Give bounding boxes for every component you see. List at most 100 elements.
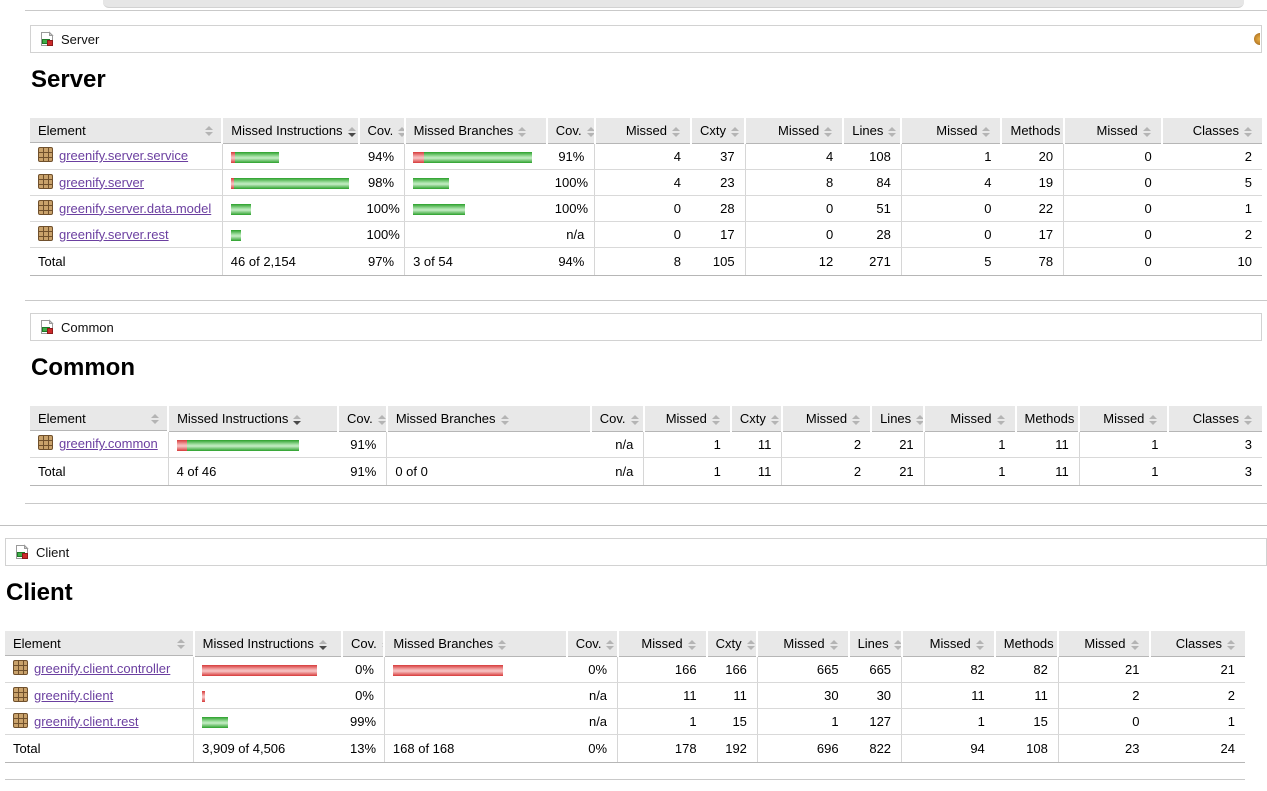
column-header-methods-10[interactable]: Methods — [993, 631, 1059, 657]
column-header-element-0[interactable]: Element — [30, 406, 168, 431]
sort-down-arrow — [176, 644, 185, 649]
branches-coverage-bar — [386, 431, 591, 458]
package-link[interactable]: greenify.client.rest — [34, 713, 139, 729]
column-header-missed-5[interactable]: Missed — [642, 406, 731, 432]
column-header-missed-11[interactable]: Missed — [1057, 631, 1150, 657]
sort-down-arrow — [1142, 132, 1151, 137]
column-header-missed-7[interactable]: Missed — [780, 406, 872, 432]
sort-up-arrow — [687, 639, 696, 644]
column-header-missed-branches-3[interactable]: Missed Branches — [385, 406, 591, 432]
metric-cell-missed: 1 — [643, 431, 731, 458]
total-instructions-coverage: 97% — [358, 247, 405, 276]
page-title: Server — [31, 66, 106, 93]
branches-coverage-bar — [404, 169, 547, 196]
column-header-missed-9[interactable]: Missed — [900, 118, 1002, 144]
package-link[interactable]: greenify.client — [34, 687, 114, 703]
metric-cell-classes: 21 — [1149, 656, 1245, 683]
sort-icon — [996, 414, 1005, 425]
column-header-classes-12[interactable]: Classes — [1167, 406, 1262, 432]
sort-icon — [1244, 126, 1252, 137]
column-header-missed-7[interactable]: Missed — [744, 118, 844, 144]
column-header-missed-11[interactable]: Missed — [1062, 118, 1162, 144]
column-header-element-0[interactable]: Element — [30, 118, 222, 143]
column-header-cov-2[interactable]: Cov. — [336, 406, 387, 432]
total-missed-instructions: 4 of 46 — [167, 457, 338, 486]
column-label: Lines — [880, 411, 912, 427]
sort-up-arrow — [586, 126, 595, 131]
column-header-classes-12[interactable]: Classes — [1148, 631, 1245, 657]
column-header-cov-4[interactable]: Cov. — [545, 118, 595, 144]
element-cell: greenify.server.data.model — [30, 195, 223, 222]
metric-cell-missed: 21 — [1057, 656, 1150, 683]
sessions-clock-icon[interactable] — [1254, 33, 1260, 45]
package-link[interactable]: greenify.client.controller — [34, 661, 171, 677]
column-header-missed-9[interactable]: Missed — [923, 406, 1016, 432]
total-metric-missed: 178 — [617, 734, 707, 763]
column-header-lines-8[interactable]: Lines — [842, 118, 902, 144]
sort-up-arrow — [852, 414, 861, 419]
column-header-missed-5[interactable]: Missed — [593, 118, 691, 144]
sort-up-arrow — [1244, 126, 1252, 131]
column-header-missed-9[interactable]: Missed — [900, 631, 995, 657]
instructions-bar — [176, 439, 299, 451]
sort-up-arrow — [293, 414, 302, 419]
column-header-methods-10[interactable]: Methods — [1000, 118, 1064, 144]
branches-bar — [413, 177, 450, 189]
column-header-missed-instructions-1[interactable]: Missed Instructions — [221, 118, 359, 144]
sort-icon — [888, 126, 897, 137]
metric-cell-cxty: 15 — [706, 708, 758, 735]
instructions-coverage-pct: 100% — [358, 221, 405, 248]
sort-up-arrow — [672, 126, 680, 131]
column-header-missed-7[interactable]: Missed — [756, 631, 849, 657]
column-header-element-0[interactable]: Element — [5, 631, 193, 656]
metric-cell-missed: 2 — [1057, 682, 1150, 709]
column-header-missed-instructions-1[interactable]: Missed Instructions — [192, 631, 343, 657]
sort-down-arrow — [377, 420, 386, 425]
column-header-cov-4[interactable]: Cov. — [589, 406, 644, 432]
column-header-cov-2[interactable]: Cov. — [341, 631, 385, 657]
column-header-cxty-6[interactable]: Cxty — [705, 631, 758, 657]
instructions-coverage-bar — [193, 708, 343, 735]
sort-down-arrow — [711, 420, 720, 425]
column-header-missed-branches-3[interactable]: Missed Branches — [403, 118, 547, 144]
section-divider — [0, 525, 1267, 526]
column-header-methods-10[interactable]: Methods — [1014, 406, 1080, 432]
column-header-lines-8[interactable]: Lines — [847, 631, 902, 657]
covered-bar-segment — [202, 716, 229, 728]
covered-bar-segment — [413, 203, 466, 215]
column-header-missed-branches-3[interactable]: Missed Branches — [383, 631, 567, 657]
total-metric-missed: 12 — [744, 247, 844, 276]
column-header-cxty-6[interactable]: Cxty — [689, 118, 746, 144]
column-header-cov-4[interactable]: Cov. — [565, 631, 618, 657]
column-header-cxty-6[interactable]: Cxty — [729, 406, 782, 432]
section-divider — [25, 10, 1267, 11]
column-header-lines-8[interactable]: Lines — [870, 406, 925, 432]
column-header-cov-2[interactable]: Cov. — [357, 118, 405, 144]
covered-bar-segment — [230, 203, 251, 215]
column-header-missed-instructions-1[interactable]: Missed Instructions — [167, 406, 338, 432]
instructions-bar — [230, 177, 349, 189]
column-label: Lines — [852, 123, 884, 139]
branches-coverage-pct: 0% — [566, 656, 618, 683]
column-label: Missed — [805, 411, 848, 427]
column-header-missed-11[interactable]: Missed — [1078, 406, 1169, 432]
total-row: Total 4 of 46 91% 0 of 0 n/a 1 11 2 21 1 11 1 3 — [30, 457, 1262, 486]
column-header-classes-12[interactable]: Classes — [1160, 118, 1262, 144]
metric-cell-cxty: 23 — [691, 169, 746, 196]
column-header-missed-5[interactable]: Missed — [616, 631, 707, 657]
metric-cell-classes: 5 — [1161, 169, 1262, 196]
sort-up-arrow — [498, 639, 507, 644]
package-link[interactable]: greenify.common — [59, 436, 158, 452]
metric-cell-missed: 0 — [1063, 143, 1162, 170]
instructions-coverage-bar — [167, 431, 338, 458]
package-link[interactable]: greenify.server.service — [59, 148, 189, 164]
branches-bar — [392, 664, 503, 676]
sort-up-arrow — [824, 126, 833, 131]
package-link[interactable]: greenify.server.rest — [59, 226, 169, 242]
package-link[interactable]: greenify.server — [59, 174, 145, 190]
metric-cell-methods: 22 — [1001, 195, 1064, 222]
metric-cell-missed: 30 — [756, 682, 849, 709]
sort-icon — [731, 126, 739, 137]
package-icon — [38, 173, 53, 189]
package-link[interactable]: greenify.server.data.model — [59, 200, 212, 216]
